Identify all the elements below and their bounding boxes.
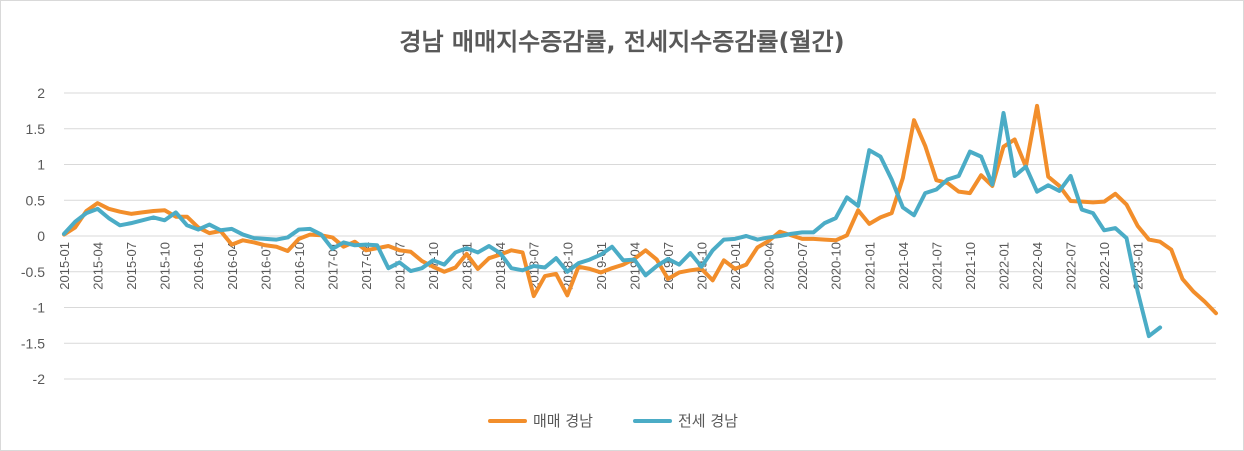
y-tick-label: 2 <box>37 85 45 101</box>
x-tick-label: 2015-04 <box>91 242 106 290</box>
y-tick-label: -2 <box>33 371 46 387</box>
x-tick-label: 2016-10 <box>292 242 307 290</box>
series-line-0 <box>62 103 1218 316</box>
legend: 매매 경남 전세 경남 <box>488 412 738 430</box>
x-tick-label: 2015-10 <box>158 242 173 290</box>
y-tick-label: 0 <box>37 228 45 244</box>
legend-label-1: 전세 경남 <box>678 412 738 430</box>
x-tick-label: 2017-04 <box>359 242 374 290</box>
x-tick-label: 2020-01 <box>728 242 743 290</box>
x-tick-label: 2017-01 <box>325 242 340 290</box>
y-tick-label: -0.5 <box>21 264 45 280</box>
series-lines <box>62 103 1218 339</box>
y-tick-label: 1 <box>37 157 45 173</box>
y-tick-label: -1.5 <box>21 335 45 351</box>
x-tick-label: 2017-07 <box>393 242 408 290</box>
x-tick-label: 2022-04 <box>1030 242 1045 290</box>
x-axis-ticks: 2015-01 2015-04 2015-07 2015-10 2016-01 2016-… <box>57 242 1146 290</box>
x-tick-label: 2021-01 <box>862 242 877 290</box>
series-line-1 <box>62 111 1163 339</box>
x-tick-label: 2016-01 <box>191 242 206 290</box>
x-tick-label: 2022-07 <box>1064 242 1079 290</box>
y-tick-label: 0.5 <box>26 192 46 208</box>
x-tick-label: 2020-07 <box>795 242 810 290</box>
y-tick-label: 1.5 <box>26 121 46 137</box>
chart-title: 경남 매매지수증감률, 전세지수증감률(월간) <box>399 28 845 56</box>
x-tick-label: 2016-07 <box>258 242 273 290</box>
x-tick-label: 2022-01 <box>996 242 1011 290</box>
x-tick-label: 2018-10 <box>560 242 575 290</box>
y-tick-label: -1 <box>33 300 46 316</box>
x-tick-label: 2021-07 <box>929 242 944 290</box>
x-tick-label: 2020-04 <box>762 242 777 290</box>
x-tick-label: 2016-04 <box>225 242 240 290</box>
x-tick-label: 2021-10 <box>963 242 978 290</box>
x-tick-label: 2018-01 <box>460 242 475 290</box>
x-tick-label: 2019-07 <box>661 242 676 290</box>
x-tick-label: 2022-10 <box>1097 242 1112 290</box>
x-tick-label: 2020-10 <box>829 242 844 290</box>
legend-label-0: 매매 경남 <box>533 412 593 430</box>
x-tick-label: 2021-04 <box>896 242 911 290</box>
x-tick-label: 2015-07 <box>124 242 139 290</box>
x-tick-label: 2015-01 <box>57 242 72 290</box>
y-axis-ticks: 2 1.5 1 0.5 0 -0.5 -1 -1.5 -2 <box>21 85 45 387</box>
